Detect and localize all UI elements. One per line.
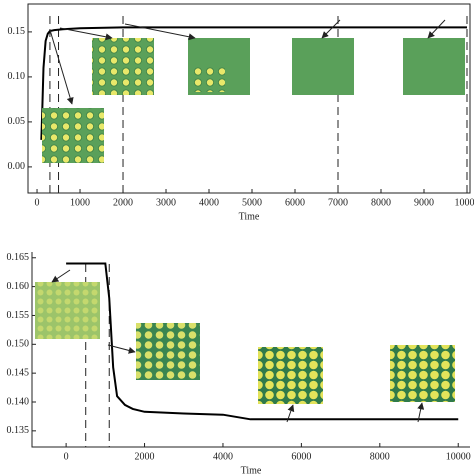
x-tick-label: 0	[35, 197, 40, 208]
y-tick-label: 0.140	[7, 396, 30, 407]
arrow	[107, 344, 136, 354]
inset-pattern	[403, 38, 465, 95]
x-tick-label: 0	[64, 451, 69, 462]
x-tick-label: 2000	[135, 451, 155, 462]
x-tick-label: 4000	[213, 451, 233, 462]
insets	[35, 38, 465, 404]
y-tick-label: 0.145	[7, 367, 30, 378]
x-axis-title: Time	[241, 465, 262, 474]
inset-pattern	[292, 38, 354, 95]
x-tick-label: 1000	[70, 197, 90, 208]
x-tick-label: 5000	[242, 197, 262, 208]
inset-pattern	[193, 66, 225, 92]
arrow	[59, 27, 113, 41]
arrows	[49, 19, 446, 423]
arrow	[286, 404, 295, 423]
y-tick-label: 0.150	[7, 339, 30, 350]
y-tick-label: 0.165	[7, 252, 30, 263]
x-tick-label: 7000	[328, 197, 348, 208]
arrow	[417, 402, 425, 423]
arrow	[51, 269, 71, 283]
x-tick-label: 8000	[370, 451, 390, 462]
inset-pattern	[42, 108, 104, 163]
x-tick-label: 6000	[285, 197, 305, 208]
x-tick-label: 9000	[414, 197, 434, 208]
x-tick-label: 3000	[156, 197, 176, 208]
inset-pattern	[390, 345, 455, 402]
x-axis-title: Time	[239, 211, 260, 222]
y-tick-label: 0.160	[7, 281, 30, 292]
x-tick-label: 2000	[113, 197, 133, 208]
inset-pattern	[92, 38, 154, 95]
y-tick-label: 0.05	[8, 116, 26, 127]
arrow	[49, 29, 74, 105]
x-tick-label: 4000	[199, 197, 219, 208]
y-tick-label: 0.10	[8, 71, 26, 82]
y-tick-label: 0.155	[7, 310, 30, 321]
curve	[40, 26, 467, 140]
x-tick-label: 10000	[446, 451, 471, 462]
arrow	[124, 23, 196, 41]
plot-frame	[27, 3, 471, 194]
inset-pattern	[136, 323, 200, 380]
y-tick-label: 0.00	[8, 161, 26, 172]
x-tick-label: 6000	[291, 451, 311, 462]
arrow	[427, 19, 446, 39]
inset-pattern	[35, 282, 100, 339]
arrow	[321, 19, 341, 39]
x-tick-label: 8000	[371, 197, 391, 208]
y-tick-label: 0.15	[8, 26, 26, 37]
axes	[31, 252, 470, 448]
y-tick-label: 0.135	[7, 425, 30, 436]
inset-pattern	[258, 347, 323, 404]
curve	[66, 262, 459, 421]
x-tick-label: 10000	[454, 197, 474, 208]
